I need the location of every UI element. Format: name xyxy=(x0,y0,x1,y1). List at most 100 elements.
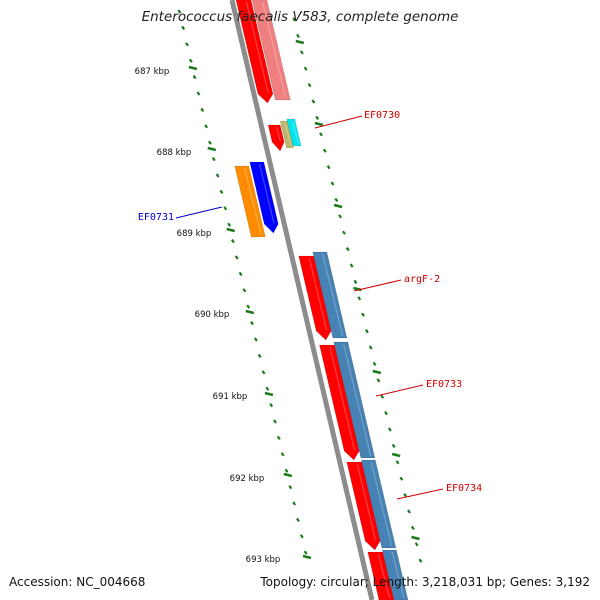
tick-mark-inner xyxy=(215,173,220,178)
tick-mark-inner xyxy=(204,124,209,129)
tick-dots xyxy=(177,9,423,563)
gene-argf-red xyxy=(298,255,332,341)
tick-mark-outer xyxy=(311,99,316,104)
tick-mark-inner xyxy=(181,25,186,31)
kbp-tick-label: 690 kbp xyxy=(195,310,230,320)
gene-ef0731-orange xyxy=(234,165,266,238)
gene-labels: EF0730 EF0731 argF-2 EF0733 EF0734 xyxy=(138,110,482,500)
tick-mark-inner xyxy=(185,42,189,47)
gene-ef0733-steel-highlight xyxy=(343,343,372,457)
tick-mark-outer xyxy=(299,50,304,55)
tick-mark-outer xyxy=(303,66,308,71)
tick-mark-inner xyxy=(280,452,285,457)
tick-mark-outer xyxy=(330,181,335,186)
gene-bottom-steel xyxy=(381,549,409,600)
tick-mark-outer xyxy=(361,312,365,317)
tick-mark-outer xyxy=(376,378,381,383)
major-tick-outer xyxy=(333,203,343,209)
major-tick-outer xyxy=(295,39,305,45)
tick-mark-inner xyxy=(269,402,274,408)
tick-mark-outer xyxy=(319,132,323,137)
tick-mark-inner xyxy=(276,435,281,441)
gene-label-leader xyxy=(396,488,444,500)
tick-mark-outer xyxy=(338,214,343,219)
tick-mark-outer xyxy=(364,328,369,334)
major-tick-outer xyxy=(314,121,324,127)
tick-mark-inner xyxy=(223,206,228,211)
gene-ef0734-red xyxy=(346,461,381,551)
tick-mark-outer xyxy=(391,443,396,449)
gene-argf-red-highlight xyxy=(308,257,328,331)
gene-features xyxy=(234,0,409,600)
tick-mark-inner xyxy=(250,320,254,326)
gene-label-leader xyxy=(353,279,402,292)
major-tick-inner xyxy=(283,472,293,478)
tick-mark-inner xyxy=(234,255,239,260)
tick-mark-inner xyxy=(192,74,197,80)
major-tick-inner xyxy=(302,554,312,560)
tick-mark-outer xyxy=(334,197,339,203)
gene-khaki xyxy=(279,120,294,149)
tick-mark-outer xyxy=(399,476,404,481)
gene-red-highlight xyxy=(245,1,269,94)
tick-mark-inner xyxy=(211,156,216,162)
major-tick-inner xyxy=(207,146,217,152)
tick-mark-inner xyxy=(196,91,201,96)
accession-text: Accession: NC_004668 xyxy=(9,575,146,589)
gene-ef0731-blue xyxy=(249,161,279,234)
tick-mark-outer xyxy=(384,410,388,416)
tick-mark-outer xyxy=(296,33,300,39)
gene-argf-steel-highlight xyxy=(322,253,344,337)
tick-mark-outer xyxy=(368,345,373,350)
kbp-tick-label: 693 kbp xyxy=(246,555,281,565)
major-tick-inner xyxy=(188,65,198,71)
tick-mark-outer xyxy=(403,492,408,498)
tick-mark-inner xyxy=(299,534,304,539)
kbp-tick-label: 691 kbp xyxy=(213,392,248,402)
tick-mark-inner xyxy=(253,337,258,342)
tick-mark-inner xyxy=(265,386,270,391)
tick-mark-inner xyxy=(288,484,293,490)
major-tick-outer xyxy=(391,452,401,458)
gene-label[interactable]: EF0733 xyxy=(426,379,462,390)
gene-ef0734-steel-highlight xyxy=(370,461,393,547)
gene-label[interactable]: argF-2 xyxy=(404,274,440,285)
gene-label[interactable]: EF0734 xyxy=(446,483,482,494)
gene-label[interactable]: EF0730 xyxy=(364,110,400,121)
gene-label[interactable]: EF0731 xyxy=(138,212,174,223)
tick-mark-outer xyxy=(307,82,312,88)
tick-mark-inner xyxy=(238,271,243,277)
tick-mark-inner xyxy=(246,304,251,309)
gene-ef0731-blue-highlight xyxy=(259,163,275,224)
tick-mark-outer xyxy=(380,394,385,399)
major-tick-inner xyxy=(264,391,274,397)
kbp-tick-label: 692 kbp xyxy=(230,474,265,484)
gene-pink-highlight xyxy=(261,1,287,99)
gene-pink xyxy=(251,0,291,101)
gene-ef0733-red xyxy=(319,344,360,461)
tick-mark-outer xyxy=(315,115,320,121)
tick-mark-inner xyxy=(296,517,300,523)
kbp-tick-label: 688 kbp xyxy=(157,148,192,158)
gene-ef0733-steel xyxy=(333,341,376,459)
tick-mark-outer xyxy=(418,558,423,563)
tick-mark-outer xyxy=(353,279,358,285)
major-tick-inner xyxy=(226,227,235,233)
tick-mark-outer xyxy=(342,230,346,235)
tick-mark-outer xyxy=(372,361,377,367)
tick-mark-inner xyxy=(230,238,235,244)
tick-mark-inner xyxy=(227,222,231,227)
map-title: Enterococcus faecalis V583, complete gen… xyxy=(141,9,459,25)
tick-mark-outer xyxy=(292,17,297,22)
tick-mark-outer xyxy=(326,164,331,170)
gene-ef0730-red-highlight xyxy=(275,126,281,142)
gene-label-leader xyxy=(175,206,223,219)
tick-mark-inner xyxy=(219,189,224,195)
gene-red xyxy=(235,0,274,104)
tick-mark-inner xyxy=(188,58,193,63)
gene-bottom-red xyxy=(367,551,395,600)
major-tick-outer xyxy=(372,369,382,375)
gene-ef0731-orange-highlight xyxy=(243,167,262,236)
tick-mark-inner xyxy=(303,550,308,555)
